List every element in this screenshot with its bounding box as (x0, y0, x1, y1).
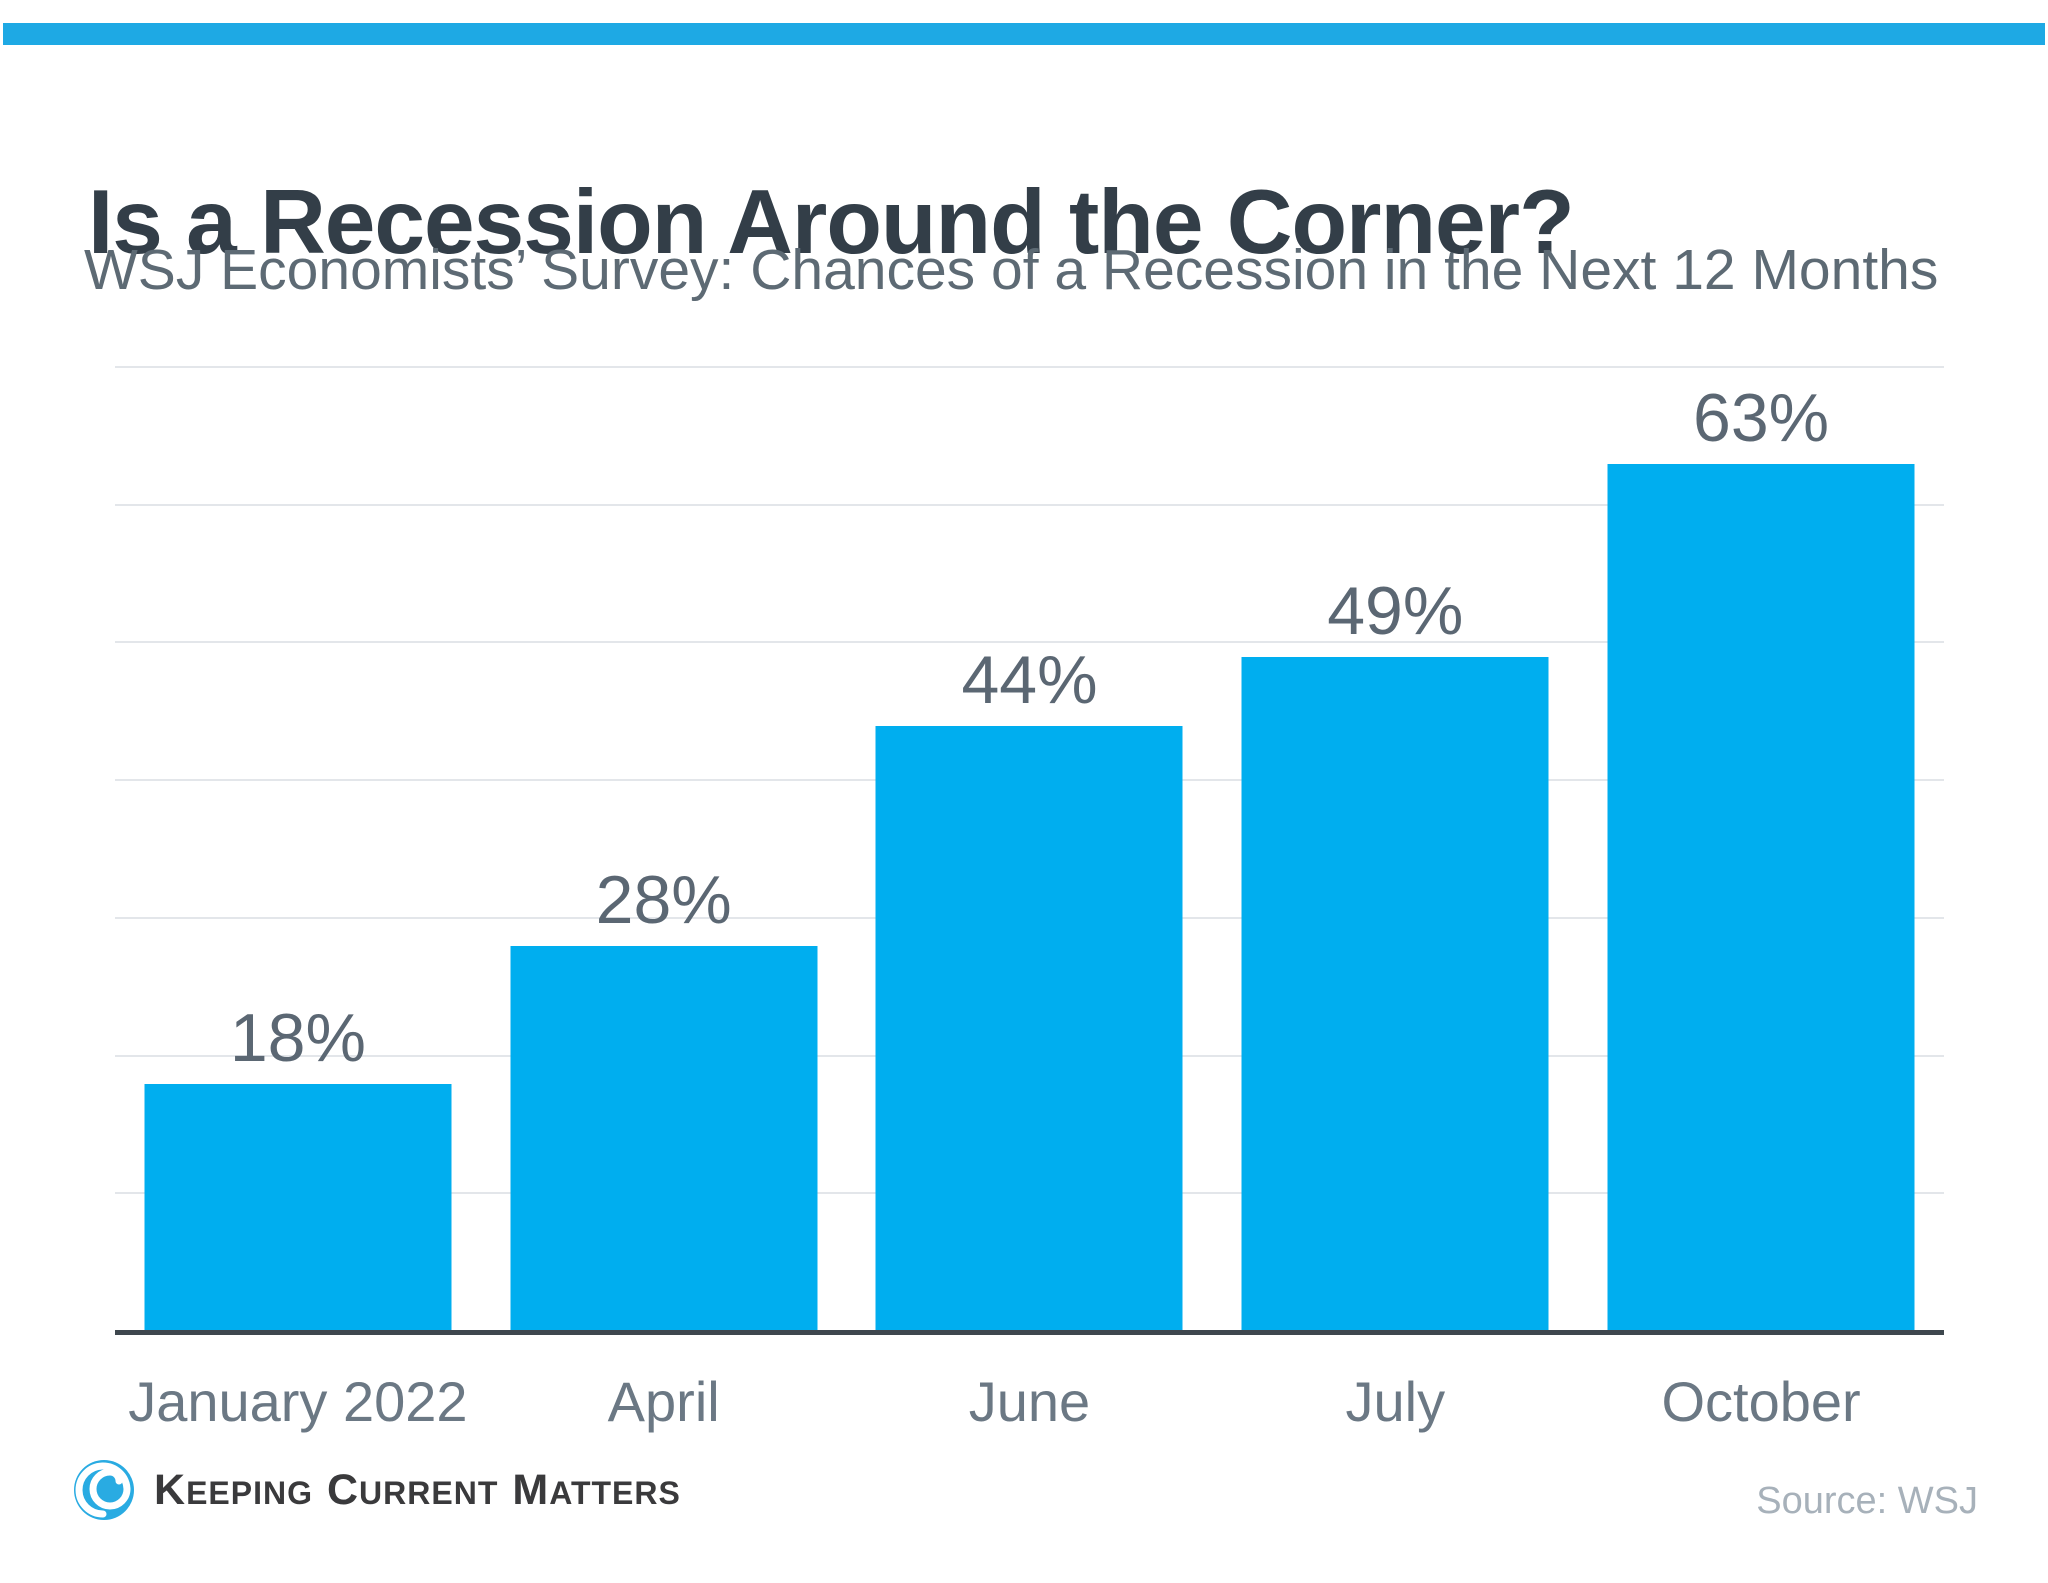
bar-value-label: 44% (961, 642, 1098, 718)
x-axis-label: January 2022 (128, 1370, 468, 1433)
x-axis-labels: January 2022 April June July October (115, 1374, 1944, 1430)
logo-word: KEEPING (154, 1465, 313, 1514)
kcm-swirl-icon (74, 1460, 134, 1520)
logo-word: MATTERS (512, 1465, 681, 1514)
x-axis-label: July (1345, 1370, 1446, 1433)
bar-value-label: 63% (1693, 380, 1830, 456)
bar (875, 726, 1183, 1332)
x-axis-label: October (1661, 1370, 1861, 1433)
x-axis-label: June (968, 1370, 1091, 1433)
chart-subtitle: WSJ Economists’ Survey: Chances of a Rec… (84, 238, 1939, 302)
bar-value-label: 18% (229, 1000, 366, 1076)
bars-layer: 18% 28% 44% 49% 63% (115, 368, 1944, 1332)
bar-value-label: 49% (1327, 573, 1464, 649)
bar-column-june: 44% (847, 368, 1213, 1332)
bar-column-october: 63% (1578, 368, 1944, 1332)
kcm-logo: KEEPING CURRENT MATTERS (72, 1458, 695, 1522)
logo-word: CURRENT (326, 1465, 499, 1514)
gridline-50-percent (115, 641, 1944, 644)
bar (510, 946, 818, 1332)
page-title: Is a Recession Around the Corner? (88, 171, 1575, 273)
kcm-logo-wordmark: KEEPING CURRENT MATTERS (154, 1466, 695, 1515)
bar (144, 1084, 452, 1332)
bar-column-january-2022: 18% (115, 368, 481, 1332)
source-attribution: Source: WSJ (1756, 1480, 1978, 1522)
bar-column-april: 28% (481, 368, 847, 1332)
gridline-60-percent (115, 503, 1944, 506)
bar-column-july: 49% (1212, 368, 1578, 1332)
gridline-70-percent (115, 366, 1944, 368)
top-accent-bar (3, 23, 2045, 45)
bar (1241, 657, 1549, 1332)
x-axis-line (115, 1330, 1944, 1335)
bar-value-label: 28% (595, 862, 732, 938)
x-axis-label: April (607, 1370, 720, 1433)
bar (1607, 464, 1915, 1332)
bar-chart-plot-area: 18% 28% 44% 49% 63% (115, 366, 1944, 1332)
